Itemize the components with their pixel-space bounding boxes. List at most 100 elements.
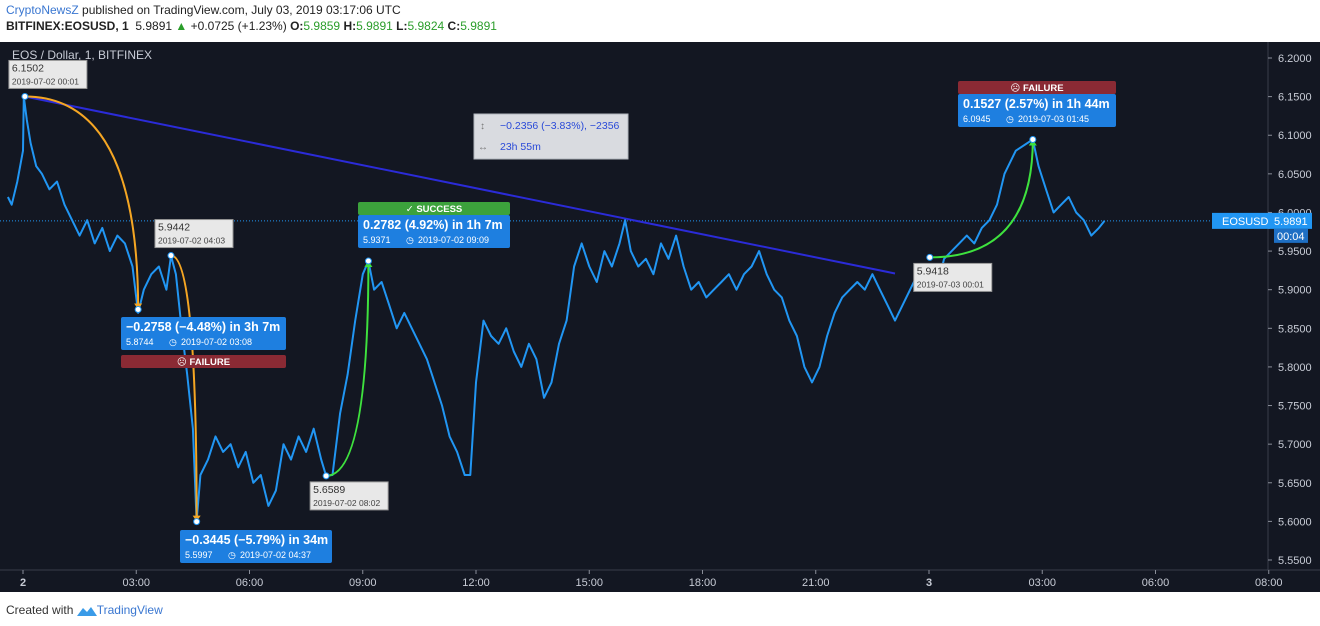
clock-icon: ◷ bbox=[406, 235, 414, 245]
measure-time-icon: ↔ bbox=[478, 142, 488, 153]
forecast-status-label: ☹ FAILURE bbox=[1010, 83, 1063, 94]
x-tick-label: 21:00 bbox=[802, 577, 830, 589]
open-value: 5.9859 bbox=[303, 19, 341, 33]
forecast-status-badge bbox=[958, 81, 1116, 94]
forecast-curve bbox=[326, 261, 370, 477]
forecast-status-label: ✓ SUCCESS bbox=[406, 204, 463, 215]
forecast-end-value: 5.8744 bbox=[126, 337, 154, 347]
forecast-status-label: ☹ FAILURE bbox=[177, 357, 230, 368]
point-marker bbox=[364, 257, 372, 265]
close-value: 5.9891 bbox=[460, 19, 497, 33]
x-tick-label: 09:00 bbox=[349, 577, 377, 589]
publish-header: CryptoNewsZ published on TradingView.com… bbox=[6, 3, 401, 17]
forecast-end-value: 5.9371 bbox=[363, 235, 391, 245]
y-tick-label: 5.9500 bbox=[1278, 246, 1312, 258]
forecast-status-badge bbox=[121, 355, 286, 368]
x-tick-label: 06:00 bbox=[1142, 577, 1170, 589]
countdown-value: 00:04 bbox=[1277, 231, 1305, 243]
y-tick-label: 5.7000 bbox=[1278, 439, 1312, 451]
price-change: +0.0725 (+1.23%) bbox=[190, 19, 287, 33]
forecast-curve bbox=[170, 254, 198, 522]
measure-duration: 23h 55m bbox=[500, 141, 541, 153]
symbol-tag-label: EOSUSD bbox=[1222, 216, 1269, 228]
x-tick-label: 2 bbox=[20, 577, 26, 589]
measure-tool-box bbox=[473, 113, 629, 160]
forecast-curve bbox=[929, 139, 1034, 259]
x-tick-label: 06:00 bbox=[236, 577, 264, 589]
point-price: 5.6589 bbox=[313, 484, 345, 496]
y-tick-label: 5.6500 bbox=[1278, 478, 1312, 490]
forecast-info-box bbox=[958, 94, 1116, 127]
forecast-info-box bbox=[358, 215, 510, 248]
high-value: 5.9891 bbox=[356, 19, 393, 33]
footer: Created with TradingView bbox=[6, 603, 163, 617]
clock-icon: ◷ bbox=[228, 550, 236, 560]
clock-icon: ◷ bbox=[1006, 114, 1014, 124]
countdown-tag bbox=[1274, 228, 1308, 243]
price-chart[interactable]: 6.20006.15006.10006.05006.00005.95005.90… bbox=[0, 42, 1320, 592]
y-tick-label: 5.8500 bbox=[1278, 323, 1312, 335]
point-label-box bbox=[913, 262, 993, 292]
forecast-info-box bbox=[180, 530, 332, 563]
author-link[interactable]: CryptoNewsZ bbox=[6, 3, 79, 17]
x-tick-label: 15:00 bbox=[575, 577, 603, 589]
point-time: 2019-07-02 08:02 bbox=[313, 498, 380, 508]
y-tick-label: 6.1000 bbox=[1278, 130, 1312, 142]
x-tick-label: 3 bbox=[926, 577, 932, 589]
forecast-info-box bbox=[121, 317, 286, 350]
trend-line bbox=[24, 95, 896, 275]
y-tick-label: 5.6000 bbox=[1278, 516, 1312, 528]
forecast-end-time: 2019-07-02 03:08 bbox=[181, 337, 252, 347]
symbol-price-tag bbox=[1212, 212, 1270, 229]
low-label: L: bbox=[396, 19, 408, 33]
forecast-end-time: 2019-07-03 01:45 bbox=[1018, 114, 1089, 124]
y-tick-label: 5.9000 bbox=[1278, 285, 1312, 297]
last-price: 5.9891 bbox=[135, 19, 173, 33]
point-label-box bbox=[309, 481, 389, 511]
x-tick-label: 08:00 bbox=[1255, 577, 1283, 589]
created-with-label: Created with bbox=[6, 603, 74, 617]
point-marker bbox=[134, 305, 142, 313]
tradingview-logo-icon bbox=[76, 606, 97, 616]
forecast-change: 0.2782 (4.92%) in 1h 7m bbox=[363, 218, 503, 232]
x-tick-label: 18:00 bbox=[689, 577, 717, 589]
chart-area[interactable]: 6.20006.15006.10006.05006.00005.95005.90… bbox=[0, 42, 1320, 592]
last-price-tag-value: 5.9891 bbox=[1274, 216, 1308, 228]
price-line-eosusd bbox=[7, 95, 1106, 523]
y-tick-label: 6.0500 bbox=[1278, 169, 1312, 181]
forecast-change: −0.3445 (−5.79%) in 34m bbox=[185, 533, 328, 547]
symbol-name: BITFINEX:EOSUSD, 1 bbox=[6, 19, 129, 33]
open-label: O: bbox=[290, 19, 304, 33]
forecast-end-value: 6.0945 bbox=[963, 114, 991, 124]
forecast-end-time: 2019-07-02 09:09 bbox=[418, 235, 489, 245]
up-arrow-icon: ▲ bbox=[175, 19, 188, 33]
forecast-change: 0.1527 (2.57%) in 1h 44m bbox=[963, 97, 1110, 111]
point-marker bbox=[167, 252, 175, 260]
clock-icon: ◷ bbox=[169, 337, 177, 347]
point-marker bbox=[322, 472, 330, 480]
chart-title: EOS / Dollar, 1, BITFINEX bbox=[12, 48, 152, 62]
y-tick-label: 5.5500 bbox=[1278, 555, 1312, 567]
tradingview-link[interactable]: TradingView bbox=[96, 603, 163, 617]
point-price: 6.1502 bbox=[12, 62, 44, 74]
measure-price-change: −0.2356 (−3.83%), −2356 bbox=[500, 120, 620, 132]
close-label: C: bbox=[447, 19, 461, 33]
point-time: 2019-07-03 00:01 bbox=[917, 279, 984, 289]
forecast-end-time: 2019-07-02 04:37 bbox=[240, 550, 311, 560]
y-tick-label: 6.2000 bbox=[1278, 53, 1312, 65]
y-tick-label: 6.1500 bbox=[1278, 92, 1312, 104]
point-time: 2019-07-02 04:03 bbox=[158, 236, 225, 246]
y-tick-label: 5.7500 bbox=[1278, 401, 1312, 413]
high-label: H: bbox=[343, 19, 357, 33]
point-label-box bbox=[154, 219, 234, 249]
point-marker bbox=[1029, 135, 1037, 143]
point-marker bbox=[21, 92, 29, 100]
y-tick-label: 5.8000 bbox=[1278, 362, 1312, 374]
point-price: 5.9442 bbox=[158, 222, 190, 234]
x-tick-label: 12:00 bbox=[462, 577, 490, 589]
low-value: 5.9824 bbox=[407, 19, 445, 33]
point-marker bbox=[926, 253, 934, 261]
symbol-info-line: BITFINEX:EOSUSD, 1 5.9891 ▲ +0.0725 (+1.… bbox=[6, 19, 497, 33]
publish-info: published on TradingView.com, July 03, 2… bbox=[78, 3, 401, 17]
